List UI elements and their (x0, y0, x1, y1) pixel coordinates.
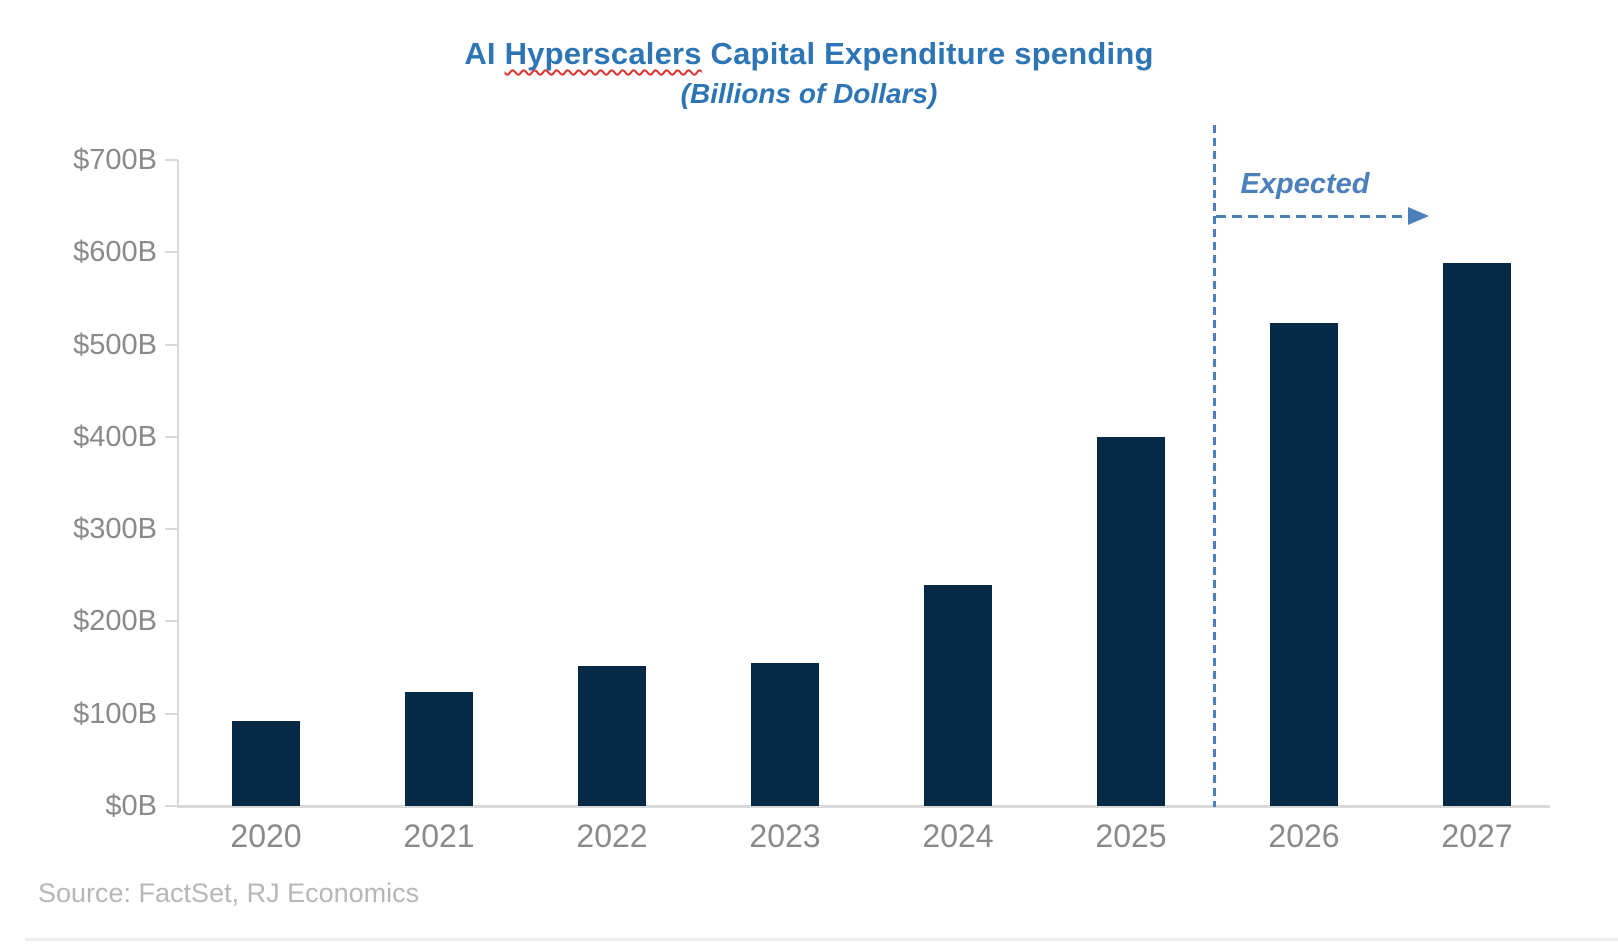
bar-2023 (751, 663, 819, 806)
y-tick-mark (165, 528, 178, 531)
bar-2026 (1270, 323, 1338, 806)
y-tick-label: $700B (73, 144, 157, 176)
y-tick-label: $0B (105, 790, 157, 822)
x-tick-label: 2027 (1441, 818, 1513, 854)
y-tick-mark (165, 712, 178, 715)
chart-title: AI Hyperscalers Capital Expenditure spen… (0, 36, 1618, 72)
expected-arrow-head-icon (1408, 207, 1429, 225)
bar-2022 (578, 665, 646, 806)
y-tick-mark (165, 620, 178, 623)
bottom-divider-line (25, 938, 1618, 941)
source-note: Source: FactSet, RJ Economics (38, 878, 420, 908)
expected-divider-dashed-line (1213, 125, 1216, 807)
x-axis-baseline (178, 805, 1550, 808)
y-tick-mark (165, 159, 178, 161)
y-tick-label: $500B (73, 328, 157, 361)
y-tick-mark (165, 251, 178, 254)
title-misspelled-word: Hyperscalers (504, 36, 702, 71)
x-tick-label: 2024 (922, 818, 994, 854)
y-tick-label: $600B (73, 236, 157, 269)
expected-label: Expected (1240, 168, 1370, 200)
x-tick-label: 2021 (403, 818, 475, 854)
y-tick-mark (165, 435, 178, 438)
x-tick-label: 2020 (230, 818, 302, 854)
bar-2025 (1097, 436, 1165, 806)
x-tick-label: 2026 (1268, 818, 1340, 854)
y-tick-label: $200B (73, 605, 157, 638)
bar-2020 (232, 721, 300, 806)
title-part1: AI (464, 36, 505, 71)
chart-title-block: AI Hyperscalers Capital Expenditure spen… (0, 36, 1618, 110)
bar-2021 (405, 691, 473, 806)
y-tick-mark (165, 343, 178, 346)
y-axis-line (177, 160, 179, 808)
y-tick-label: $300B (73, 513, 157, 546)
y-tick-label: $100B (73, 697, 157, 730)
x-tick-label: 2023 (749, 818, 821, 854)
bar-2024 (924, 584, 992, 806)
title-part2: Capital Expenditure spending (701, 36, 1154, 71)
y-tick-mark (165, 805, 178, 807)
x-tick-label: 2025 (1095, 818, 1167, 854)
y-tick-label: $400B (73, 420, 157, 453)
chart-subtitle: (Billions of Dollars) (680, 78, 938, 109)
bar-2027 (1443, 263, 1511, 806)
expected-arrow-shaft (1216, 215, 1410, 218)
x-tick-label: 2022 (576, 818, 648, 854)
